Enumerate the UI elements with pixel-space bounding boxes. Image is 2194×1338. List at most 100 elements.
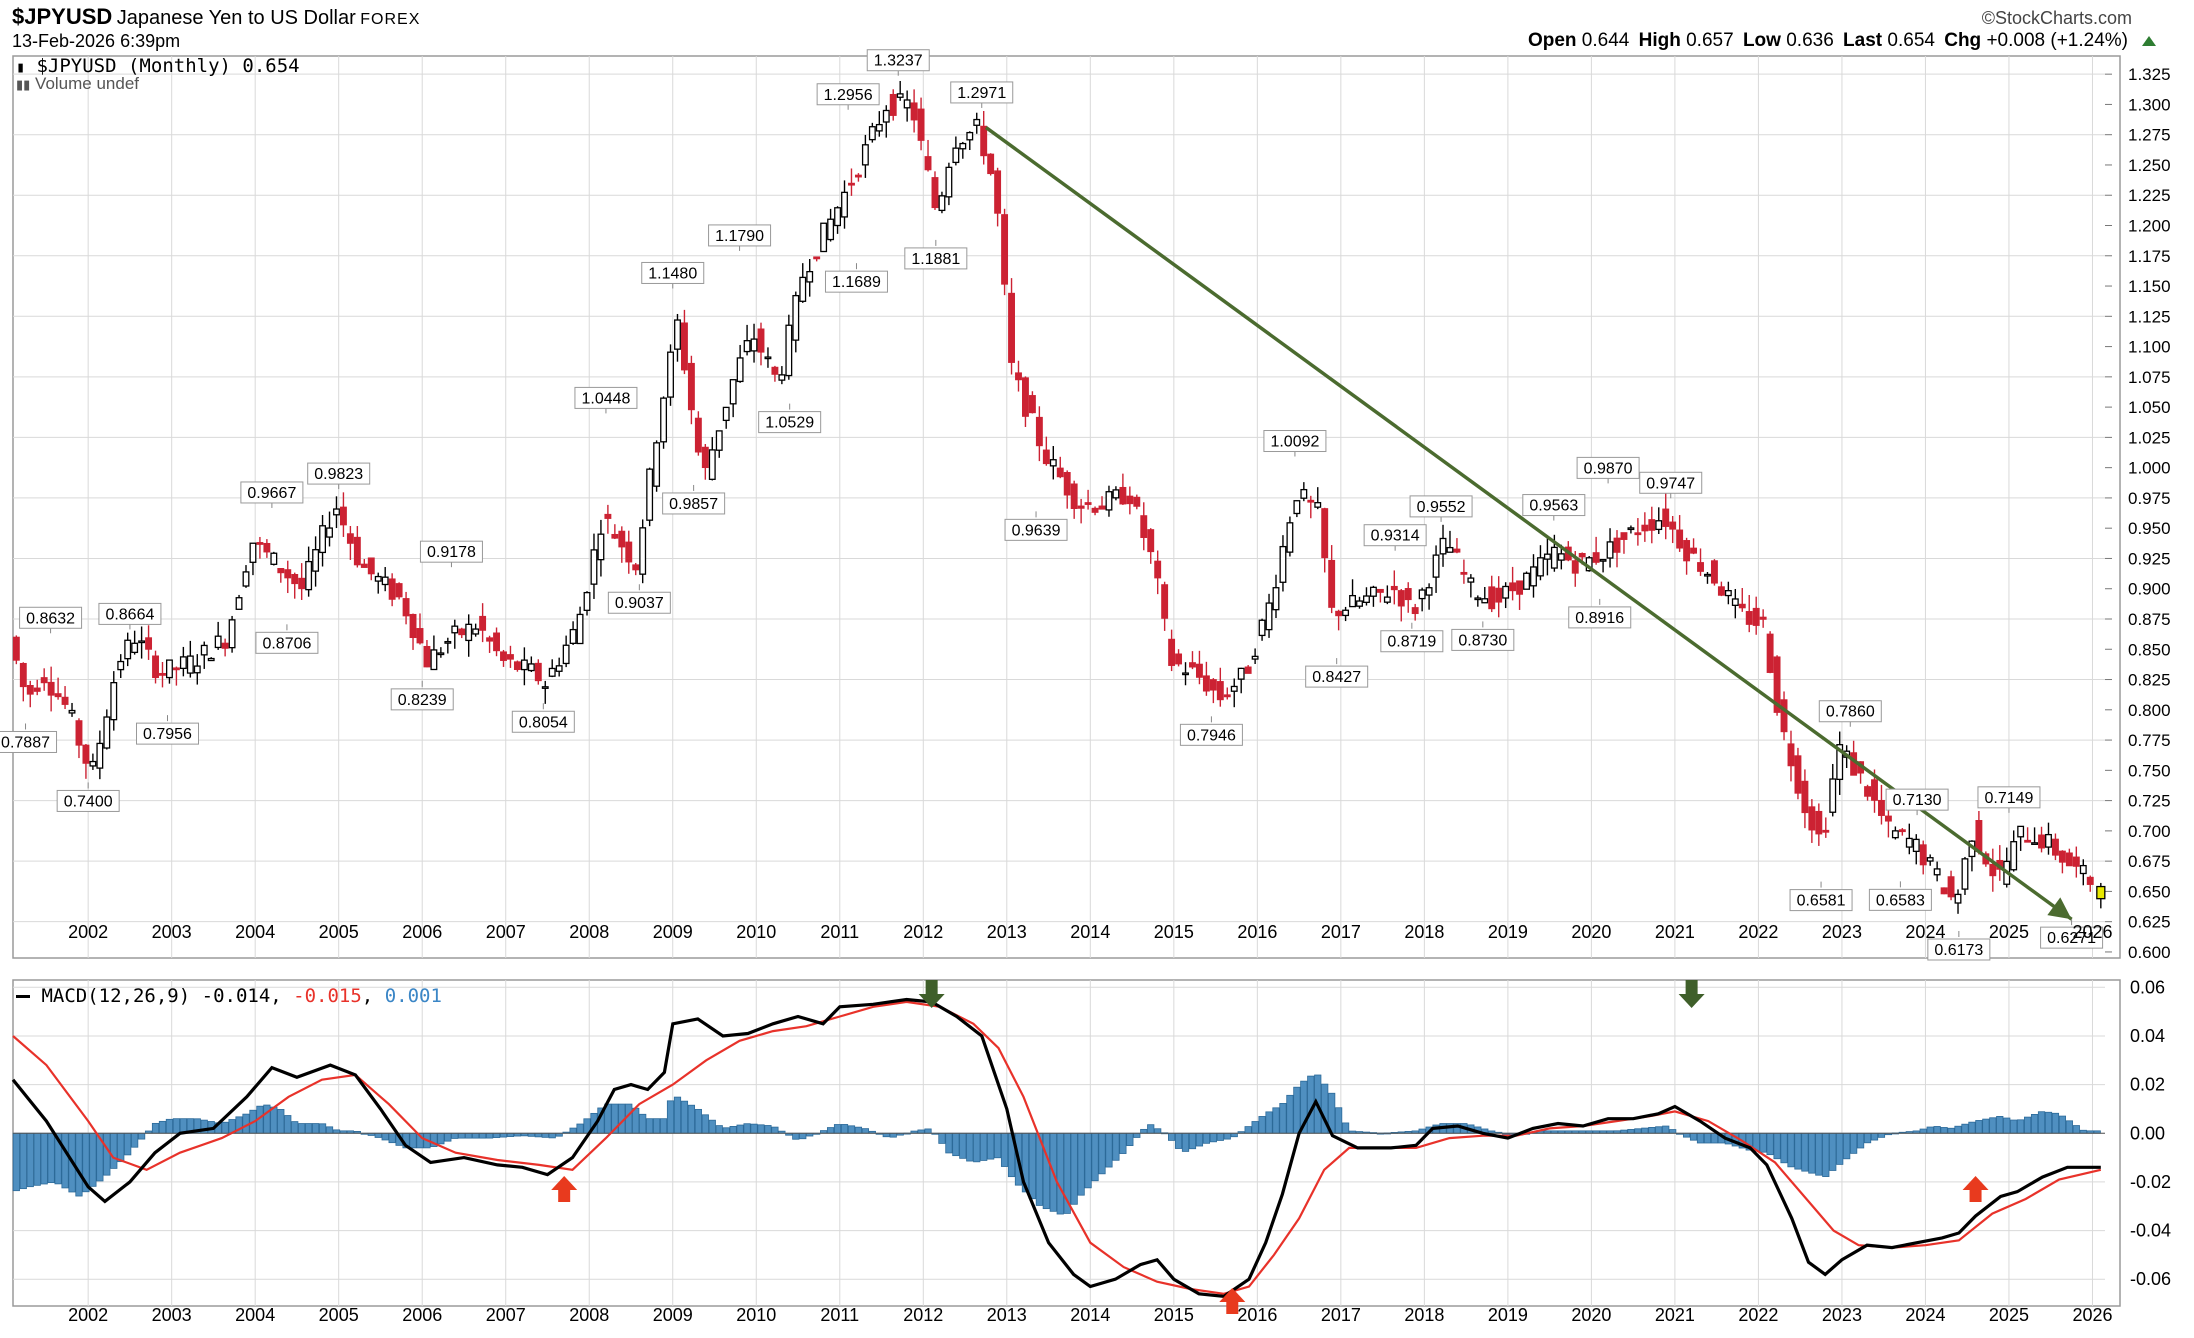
candle-body	[249, 542, 257, 563]
candle-body	[1550, 546, 1558, 569]
watermark[interactable]: ©StockCharts.com	[1981, 8, 2132, 28]
candle-body	[1495, 587, 1503, 603]
histogram-bar	[722, 1127, 730, 1134]
macd-signal-arrows	[551, 980, 1989, 1314]
candle-body	[472, 628, 480, 635]
histogram-bar	[1188, 1132, 1197, 1150]
histogram-bar	[701, 1114, 709, 1134]
candle-body	[1509, 582, 1517, 592]
candle-body	[1328, 559, 1336, 608]
histogram-bar	[1843, 1132, 1851, 1160]
histogram-bar	[882, 1132, 890, 1138]
annotation-label: 0.9870	[1584, 460, 1633, 477]
up-arrow-shaft	[1226, 1302, 1239, 1314]
histogram-bar	[305, 1123, 313, 1134]
histogram-bar	[1850, 1132, 1858, 1154]
candle-body	[1133, 496, 1141, 507]
histogram-bar	[277, 1109, 285, 1134]
candle-body	[1202, 675, 1210, 692]
histogram-bar	[458, 1132, 466, 1139]
candle-body	[110, 682, 118, 721]
x-tick-label-price: 2011	[820, 922, 859, 942]
annotation-label: 0.9037	[615, 595, 664, 612]
histogram-bar	[2051, 1112, 2060, 1134]
histogram-bar	[40, 1132, 48, 1185]
histogram-bar	[1174, 1132, 1183, 1149]
candle-body	[89, 760, 97, 767]
y-tick-label-price: 0.950	[2128, 519, 2171, 538]
histogram-bar	[1028, 1132, 1037, 1200]
y-tick-label-price: 0.850	[2128, 640, 2171, 659]
x-tick-label-macd: 2014	[1070, 1305, 1110, 1325]
histogram-bar	[1265, 1111, 1273, 1134]
candle-body	[722, 406, 730, 422]
histogram-bar	[924, 1128, 932, 1134]
candle-body	[1690, 547, 1698, 554]
chg-up-icon	[2142, 36, 2156, 46]
annotation-box	[19, 606, 83, 629]
candle-body	[1383, 596, 1391, 603]
histogram-bar	[1341, 1122, 1350, 1134]
histogram-bar	[444, 1132, 452, 1142]
candle-body	[47, 681, 55, 696]
y-tick-label-macd: 0.06	[2130, 977, 2165, 997]
x-tick-label-price: 2016	[1237, 922, 1277, 942]
histogram-bar	[833, 1124, 842, 1134]
histogram-bar	[472, 1132, 480, 1139]
histogram-bar	[945, 1132, 953, 1154]
candle-body	[1105, 491, 1113, 511]
y-tick-label-price: 0.825	[2128, 671, 2171, 690]
candle-body	[513, 661, 521, 670]
candle-body	[1314, 502, 1322, 508]
x-tick-label-price: 2013	[987, 922, 1027, 942]
candle-body	[680, 322, 688, 371]
histogram-bar	[534, 1132, 542, 1138]
candle-body	[896, 93, 904, 98]
annotation-box	[1409, 495, 1473, 518]
y-tick-label-price: 1.025	[2128, 428, 2171, 447]
candle-body	[1599, 558, 1607, 562]
candle-body	[117, 660, 125, 671]
candle-body	[653, 442, 661, 487]
candle-body	[1523, 572, 1530, 590]
up-arrow-shaft	[558, 1190, 571, 1202]
histogram-bar	[736, 1124, 744, 1134]
histogram-bar	[1181, 1132, 1190, 1152]
candle-body	[500, 651, 507, 661]
candle-body	[1418, 589, 1426, 600]
candle-body	[26, 685, 34, 695]
histogram-bar	[994, 1132, 1002, 1159]
candle-body	[145, 637, 153, 650]
histogram-bar	[1947, 1127, 1955, 1134]
candle-body	[1446, 546, 1454, 553]
histogram-bar	[680, 1100, 689, 1134]
candle-body	[1070, 483, 1078, 509]
candle-body	[2024, 839, 2032, 843]
histogram-bar	[952, 1132, 960, 1157]
candle-body	[1251, 655, 1259, 660]
candle-body	[1467, 577, 1475, 583]
x-tick-label-price: 2006	[402, 922, 442, 942]
histogram-bar	[840, 1124, 849, 1134]
annotation-label: 1.1480	[648, 265, 697, 282]
candle-body	[1516, 580, 1524, 595]
histogram-bar	[569, 1127, 577, 1134]
x-tick-label-price: 2026	[2072, 922, 2112, 942]
candle-body	[256, 542, 264, 545]
candle-body	[1940, 887, 1948, 895]
candle-body	[687, 362, 695, 411]
annotation-box	[1789, 889, 1853, 912]
candle-body	[1404, 588, 1412, 601]
candle-body	[103, 716, 111, 749]
candle-body	[820, 222, 828, 253]
candle-body	[980, 125, 988, 157]
histogram-bar	[1808, 1132, 1816, 1174]
x-tick-label-price: 2005	[319, 922, 359, 942]
y-tick-label-price: 1.175	[2128, 247, 2171, 266]
histogram-bar	[61, 1132, 69, 1189]
candle-body	[917, 108, 925, 141]
x-tick-label-price: 2017	[1321, 922, 1361, 942]
histogram-bar	[541, 1132, 549, 1138]
candle-body	[479, 615, 487, 631]
annotation-label: 0.9667	[247, 485, 296, 502]
